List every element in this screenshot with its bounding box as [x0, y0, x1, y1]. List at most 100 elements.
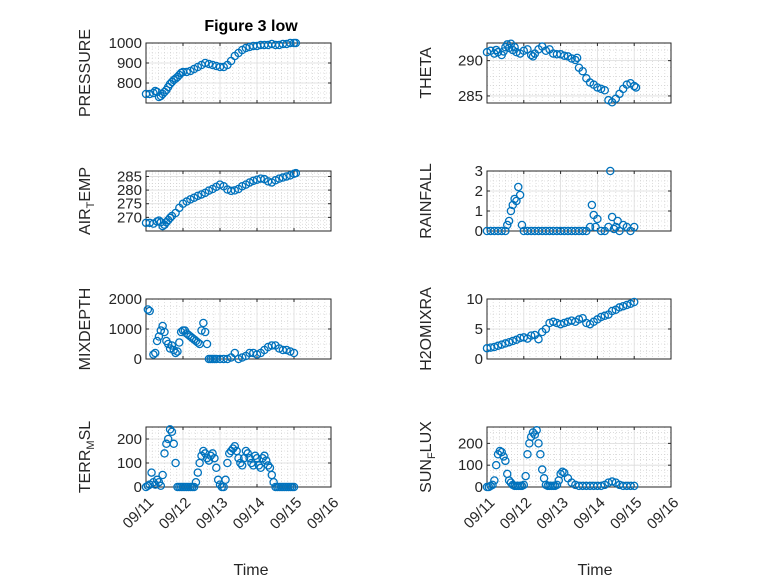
- data-point: [210, 453, 219, 463]
- data-point: [156, 481, 166, 491]
- y-tick-label: 270: [117, 209, 142, 226]
- axes-box: [145, 170, 332, 232]
- data-point: [199, 318, 208, 328]
- data-point: [165, 425, 175, 434]
- data-point: [497, 226, 506, 236]
- x-tick-label: 09/16: [644, 494, 683, 533]
- y-tick-label: 1: [475, 203, 483, 220]
- data-point: [548, 317, 558, 327]
- y-tick-label: 3: [475, 163, 483, 180]
- y-tick-label: 200: [117, 431, 142, 448]
- data-point: [147, 468, 156, 477]
- data-point: [167, 427, 177, 437]
- data-point: [493, 341, 503, 351]
- data-point: [629, 297, 639, 307]
- axes-box: [145, 42, 332, 104]
- data-point: [234, 453, 243, 463]
- y-axis-label-main: TERR: [77, 450, 94, 494]
- data-point: [191, 477, 201, 487]
- data-point: [213, 475, 223, 485]
- data-point: [193, 468, 203, 477]
- y-tick-label: 2: [475, 183, 483, 200]
- data-point: [541, 46, 551, 56]
- data-point: [200, 58, 210, 68]
- data-point: [578, 226, 587, 236]
- x-axis-label-right: Time: [578, 562, 613, 579]
- data-point: [189, 482, 199, 492]
- data-point: [261, 456, 271, 465]
- data-point: [593, 83, 602, 92]
- data-point: [490, 476, 499, 485]
- y-tick-label: 800: [117, 75, 142, 92]
- x-tick-label: 09/12: [497, 494, 536, 533]
- y-axis-label: MIXDEPTH: [77, 288, 94, 371]
- data-point: [221, 475, 230, 485]
- y-axis-label-main: AIR: [77, 208, 94, 235]
- data-point: [149, 88, 158, 98]
- y-tick-label: 0: [475, 351, 483, 368]
- y-axis-label-subscript: M: [85, 440, 97, 449]
- data-point: [282, 345, 291, 355]
- data-series-terr_msl: [141, 425, 299, 492]
- panel-rainfall: 0 1 2 3 RAINFALL: [418, 163, 672, 240]
- data-point: [519, 480, 529, 490]
- data-point: [241, 43, 251, 53]
- data-point: [488, 480, 497, 490]
- panel-theta: 285 290 THETA: [418, 39, 672, 107]
- data-point: [282, 172, 291, 181]
- data-point: [256, 174, 265, 183]
- data-point: [591, 222, 600, 232]
- x-tick-label: 09/11: [461, 494, 499, 532]
- data-point: [508, 336, 518, 346]
- data-point: [182, 67, 191, 77]
- data-point: [541, 324, 551, 334]
- data-point: [152, 475, 162, 485]
- data-point: [560, 318, 569, 328]
- y-tick-label: 0: [475, 479, 483, 496]
- data-point: [249, 461, 258, 470]
- data-point: [536, 450, 545, 459]
- y-tick-label: 900: [117, 55, 142, 72]
- data-point: [286, 347, 295, 356]
- data-point: [504, 216, 514, 226]
- panel-h2omixra: 0 5 10 H2OMIXRA: [418, 287, 672, 371]
- data-point: [578, 66, 587, 76]
- data-point: [618, 301, 628, 311]
- y-axis-label-main: MIXDEPTH: [77, 288, 94, 371]
- y-tick-label: 1000: [109, 35, 142, 52]
- data-point: [247, 458, 256, 468]
- data-point: [587, 200, 597, 210]
- data-point: [523, 450, 532, 459]
- data-point: [230, 441, 240, 451]
- data-point: [289, 482, 299, 492]
- data-point: [250, 451, 260, 461]
- y-tick-label: 2000: [109, 291, 142, 308]
- y-tick-label: 0: [134, 351, 142, 368]
- data-point: [501, 226, 510, 236]
- figure-title: Figure 3 low: [204, 18, 298, 35]
- data-point: [230, 348, 240, 358]
- data-point: [175, 338, 184, 347]
- y-axis-label-main: PRESSURE: [77, 29, 94, 117]
- y-axis-label-subscript: T: [85, 201, 97, 208]
- data-point: [512, 196, 521, 206]
- data-point: [176, 327, 186, 337]
- data-series-sun_flux: [482, 426, 639, 492]
- data-point: [145, 306, 154, 316]
- y-axis-label-suffix: SL: [77, 421, 94, 441]
- y-tick-label: 290: [458, 53, 483, 70]
- data-point: [534, 439, 543, 448]
- y-tick-label: 1000: [109, 321, 142, 338]
- y-axis-label: H2OMIXRA: [418, 287, 435, 371]
- data-point: [556, 50, 565, 59]
- data-point: [629, 81, 639, 91]
- data-point: [556, 469, 565, 479]
- data-point: [626, 481, 635, 491]
- data-point: [530, 430, 540, 439]
- data-point: [158, 470, 167, 480]
- data-point: [506, 206, 516, 216]
- y-tick-label: 0: [475, 223, 483, 240]
- data-point: [585, 222, 595, 232]
- y-tick-label: 200: [458, 435, 483, 452]
